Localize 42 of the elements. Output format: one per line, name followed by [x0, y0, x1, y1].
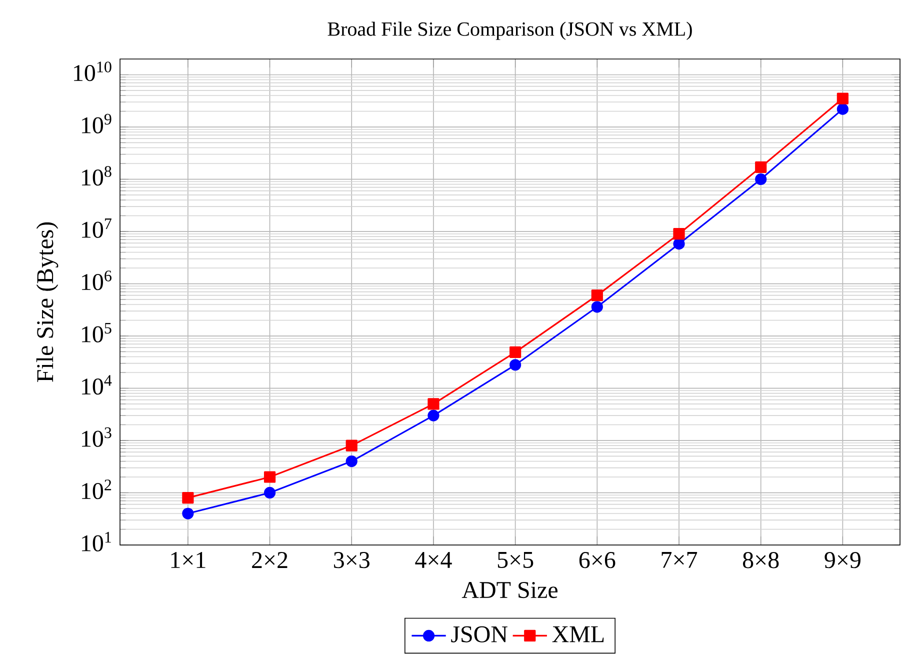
point — [428, 398, 440, 410]
point — [673, 228, 685, 240]
point — [755, 161, 767, 173]
point — [510, 346, 522, 358]
x-tick-label: 1×1 — [171, 552, 206, 568]
x-tick-label: 9×9 — [824, 552, 860, 568]
point — [346, 440, 358, 452]
point — [264, 486, 276, 499]
point — [591, 290, 603, 302]
x-tick-label: 4×4 — [415, 552, 452, 568]
point — [755, 173, 767, 186]
x-tick-label: 5×5 — [498, 552, 534, 568]
point — [836, 103, 848, 115]
x-tick-label: 3×3 — [334, 552, 370, 568]
legend-label: XML — [552, 626, 604, 642]
y-tick-label: 10$^{3}$ — [82, 427, 112, 447]
point — [346, 455, 358, 468]
point — [836, 92, 848, 104]
x-tick-label: 6×6 — [579, 552, 616, 568]
x-tick-label: 2×2 — [252, 552, 288, 568]
chart-title: Broad File Size Comparison (JSON vs XML) — [328, 22, 692, 40]
x-tick-label: 8×8 — [742, 552, 779, 568]
point — [182, 492, 194, 504]
y-tick-label: 10$^{2}$ — [82, 480, 112, 500]
point — [510, 359, 522, 371]
y-tick-label: 10$^{9}$ — [82, 114, 112, 134]
point — [428, 410, 440, 422]
point — [591, 301, 603, 313]
legend-label: JSON — [451, 626, 508, 642]
point — [264, 471, 276, 483]
y-tick-label: 10$^{4}$ — [82, 375, 112, 395]
x-tick-label: 7×7 — [662, 552, 698, 568]
y-axis-title: File Size (Bytes) — [36, 222, 58, 382]
point — [182, 508, 194, 520]
y-tick-label: 10$^{7}$ — [82, 218, 112, 238]
y-tick-label: 10$^{6}$ — [82, 270, 112, 290]
x-axis-title: ADT Size — [462, 582, 558, 598]
y-tick-label: 10$^{5}$ — [82, 322, 112, 342]
point — [673, 238, 685, 250]
y-tick-label: 10$^{10}$ — [74, 62, 112, 82]
y-tick-label: 10$^{8}$ — [82, 166, 112, 186]
y-tick-label: 10$^{1}$ — [82, 532, 111, 552]
